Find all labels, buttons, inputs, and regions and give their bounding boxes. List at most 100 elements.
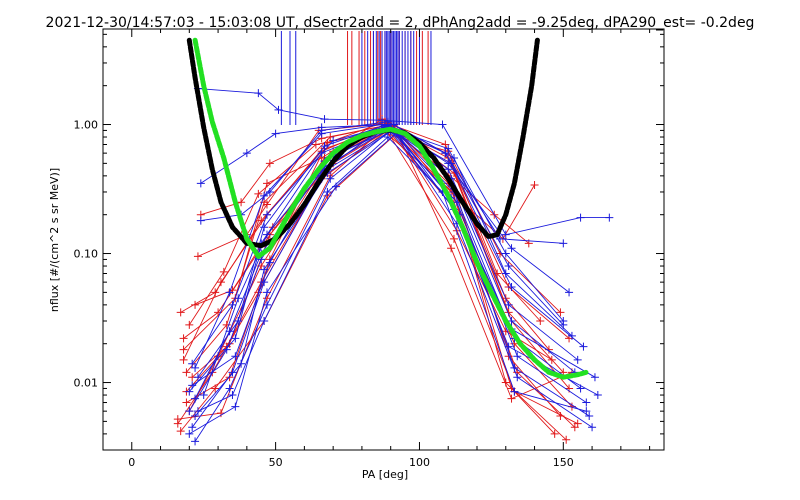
green-fit-curve (192, 37, 589, 380)
blue-data-point (234, 316, 243, 325)
blue-data-point (449, 154, 458, 163)
blue-data-point (317, 129, 326, 138)
blue-data-point (262, 230, 271, 239)
red-data-point (547, 355, 556, 364)
blue-data-point (274, 105, 283, 114)
red-data-point (182, 398, 191, 407)
x-tick-label: 150 (553, 456, 574, 469)
x-tick-label: 50 (269, 456, 283, 469)
red-data-point (216, 409, 225, 418)
blue-data-point (234, 294, 243, 303)
blue-series-line (194, 129, 587, 442)
blue-series-line (194, 124, 564, 368)
blue-data-point (559, 239, 568, 248)
red-data-point (179, 355, 188, 364)
blue-data-point (590, 373, 599, 382)
blue-data-point (199, 391, 208, 400)
blue-data-point (504, 262, 513, 271)
blue-data-point (191, 394, 200, 403)
red-data-point (176, 308, 185, 317)
blue-data-point (260, 265, 269, 274)
blue-data-point (582, 407, 591, 416)
red-data-point (182, 368, 191, 377)
x-axis-label: PA [deg] (362, 468, 408, 481)
blue-data-point (260, 191, 269, 200)
y-axis-label: nflux [#/(cm^2 s sr MeV)] (48, 168, 61, 312)
blue-data-point (383, 133, 392, 142)
red-data-point (556, 308, 565, 317)
red-data-point (254, 189, 263, 198)
red-series-line (177, 126, 578, 425)
red-data-point (550, 429, 559, 438)
red-series-line (183, 126, 564, 373)
y-tick-label: 1.00 (74, 119, 99, 132)
blue-data-point (262, 300, 271, 309)
blue-data-point (501, 269, 510, 278)
blue-data-point (510, 387, 519, 396)
blue-data-point (193, 407, 202, 416)
red-data-point (191, 300, 200, 309)
red-data-point (216, 278, 225, 287)
red-data-point (441, 140, 450, 149)
blue-data-point (191, 412, 200, 421)
red-data-point (185, 320, 194, 329)
blue-series-line (197, 88, 610, 236)
blue-data-point (254, 89, 263, 98)
blue-data-point (507, 244, 516, 253)
blue-data-point (504, 342, 513, 351)
blue-data-point (185, 407, 194, 416)
blue-data-point (191, 437, 200, 446)
blue-data-point (605, 213, 614, 222)
red-series-line (191, 125, 553, 378)
blue-data-point (320, 115, 329, 124)
blue-data-point (323, 187, 332, 196)
blue-series-line (200, 124, 570, 293)
blue-data-point (501, 249, 510, 258)
blue-data-point (193, 373, 202, 382)
blue-data-point (185, 429, 194, 438)
red-data-point (530, 180, 539, 189)
red-data-point (311, 140, 320, 149)
blue-data-point (559, 320, 568, 329)
red-data-point (449, 234, 458, 243)
blue-data-point (225, 288, 234, 297)
red-data-point (507, 394, 516, 403)
blue-data-point (326, 174, 335, 183)
blue-data-point (225, 384, 234, 393)
blue-data-point (188, 423, 197, 432)
blue-data-point (504, 300, 513, 309)
blue-series-line (197, 124, 584, 378)
y-tick-label: 0.10 (74, 248, 99, 261)
blue-data-point (191, 363, 200, 372)
blue-data-point (567, 331, 576, 340)
blue-data-point (262, 210, 271, 219)
red-data-point (179, 345, 188, 354)
red-series-line (183, 121, 570, 389)
red-data-point (265, 159, 274, 168)
blue-data-point (329, 136, 338, 145)
blue-data-point (441, 149, 450, 158)
blue-data-point (260, 316, 269, 325)
red-data-point (179, 334, 188, 343)
blue-data-point (513, 352, 522, 361)
blue-data-point (242, 149, 251, 158)
blue-data-point (271, 129, 280, 138)
red-data-point (237, 198, 246, 207)
red-data-point (219, 267, 228, 276)
blue-data-point (576, 213, 585, 222)
blue-data-point (452, 198, 461, 207)
blue-data-point (501, 230, 510, 239)
blue-data-point (513, 373, 522, 382)
blue-data-point (231, 402, 240, 411)
blue-data-point (237, 359, 246, 368)
blue-data-point (188, 381, 197, 390)
blue-data-point (573, 355, 582, 364)
red-data-point (501, 327, 510, 336)
blue-series-line (189, 132, 593, 435)
red-data-point (193, 252, 202, 261)
blue-data-point (585, 412, 594, 421)
blue-data-point (228, 368, 237, 377)
blue-data-point (260, 223, 269, 232)
blue-data-point (196, 216, 205, 225)
